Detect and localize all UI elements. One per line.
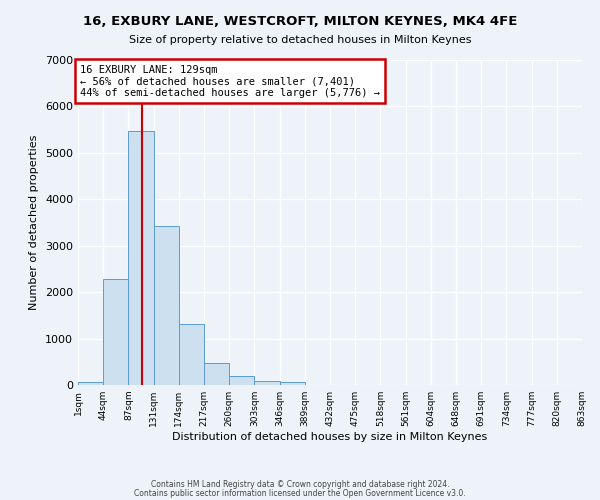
Bar [154, 226, 179, 385]
Bar [280, 382, 305, 385]
Bar [204, 363, 229, 385]
Bar [103, 279, 128, 385]
Bar [229, 376, 254, 385]
Bar [78, 382, 103, 385]
Y-axis label: Number of detached properties: Number of detached properties [29, 135, 40, 310]
Text: 16, EXBURY LANE, WESTCROFT, MILTON KEYNES, MK4 4FE: 16, EXBURY LANE, WESTCROFT, MILTON KEYNE… [83, 15, 517, 28]
Text: Contains public sector information licensed under the Open Government Licence v3: Contains public sector information licen… [134, 489, 466, 498]
Bar [128, 130, 154, 385]
Text: Contains HM Land Registry data © Crown copyright and database right 2024.: Contains HM Land Registry data © Crown c… [151, 480, 449, 489]
Text: 16 EXBURY LANE: 129sqm
← 56% of detached houses are smaller (7,401)
44% of semi-: 16 EXBURY LANE: 129sqm ← 56% of detached… [80, 64, 380, 98]
Text: Size of property relative to detached houses in Milton Keynes: Size of property relative to detached ho… [129, 35, 471, 45]
X-axis label: Distribution of detached houses by size in Milton Keynes: Distribution of detached houses by size … [172, 432, 488, 442]
Bar [254, 381, 280, 385]
Bar [179, 324, 204, 385]
